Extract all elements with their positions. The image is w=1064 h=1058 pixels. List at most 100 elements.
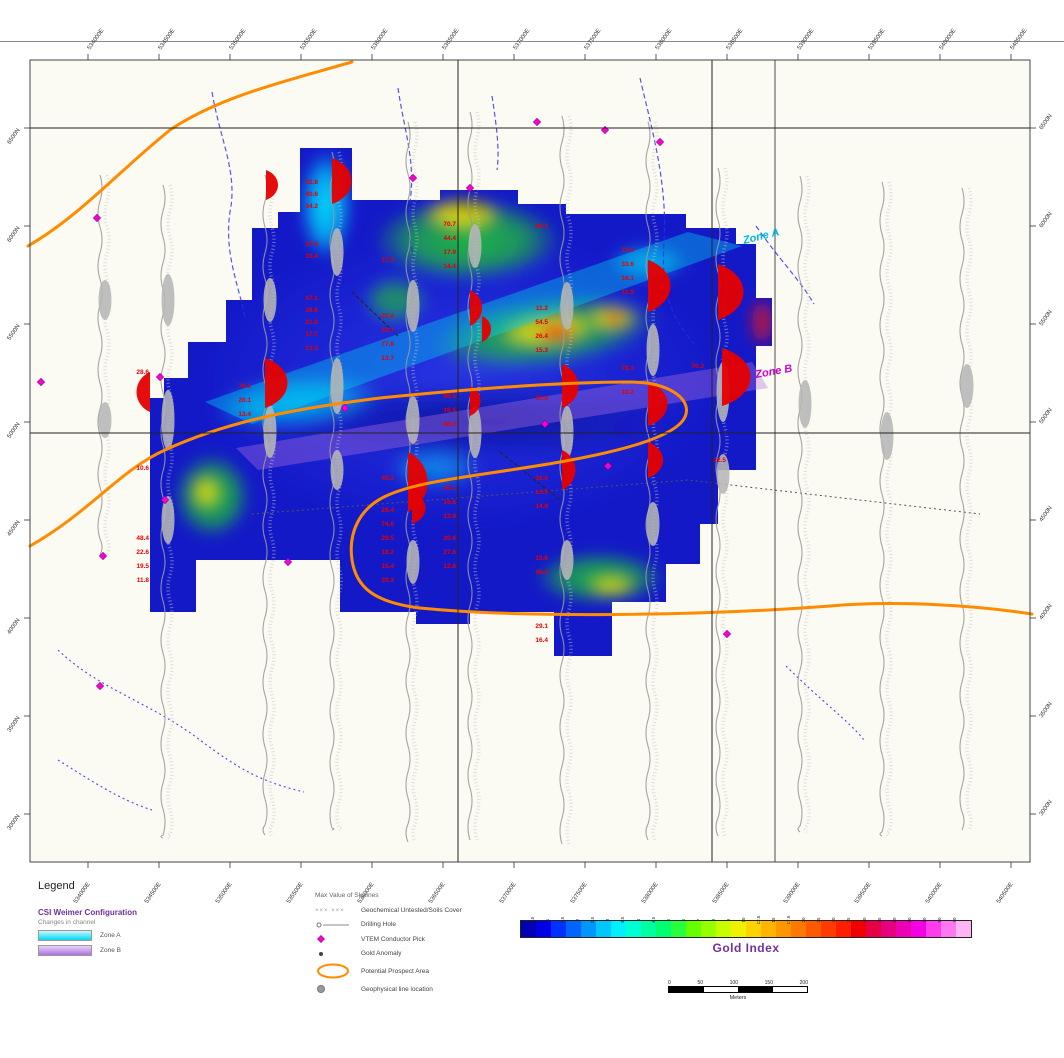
- assay-value-label: 44.4: [443, 235, 456, 242]
- prospect-outline-nw: [26, 60, 354, 248]
- assay-value-label: 20.6: [443, 535, 456, 542]
- survey-profile-peak-gray: [161, 274, 175, 326]
- assay-value-label: 26.8: [305, 307, 318, 314]
- scalebar-number: 100: [729, 980, 738, 986]
- legend-item: Geophysical line location: [315, 983, 545, 995]
- assay-value-label: 16.6: [535, 475, 548, 482]
- assay-value-label: 48.4: [136, 535, 149, 542]
- assay-value-label: 17.7: [305, 331, 318, 338]
- assay-value-label: 20.3: [381, 577, 394, 584]
- assay-value-label: 88.2: [443, 421, 456, 428]
- vtem-conductor-dot: [722, 629, 732, 639]
- vtem-conductor-dot: [540, 419, 550, 429]
- survey-profile-peak-gray: [798, 380, 812, 428]
- assay-value-label: 20.1: [238, 397, 251, 404]
- assay-value-label: 29.5: [381, 535, 394, 542]
- config-section-title: CSI Weimer Configuration: [38, 908, 137, 917]
- legend-items: ××× ××× Geochemical Untested/Soils Cover D…: [315, 905, 545, 995]
- axis-tick-label: 539500E: [868, 28, 887, 51]
- vtem-conductor-dot: [408, 173, 418, 183]
- vtem-conductor-dot: [655, 137, 665, 147]
- assay-value-label: 17.9: [443, 249, 456, 256]
- colorbar-tick-label: 8: [710, 918, 716, 922]
- assay-value-label: 10.6: [136, 465, 149, 472]
- colorbar-segment: [641, 921, 656, 937]
- vtem-conductor-dots: [36, 117, 732, 691]
- colorbar-tick-label: 7: [695, 918, 701, 922]
- vtem-conductor-dot: [340, 403, 350, 413]
- zone-b-swatch: [38, 945, 92, 956]
- colorbar-ticks: 0.5 1 1.5 2 2.5 3 3.5 4 4.5 5 6 7 8 9 10 12.5 15 17.5 20 25…: [520, 908, 972, 925]
- colorbar-tick-label: 30: [831, 917, 837, 923]
- scalebar-ruler: [668, 986, 808, 993]
- grid-lines: [29, 59, 1031, 863]
- survey-profile-peak-gray: [406, 280, 420, 332]
- colorbar-tick-label: 4: [635, 918, 641, 922]
- axis-tick-label: 4000N: [7, 618, 22, 636]
- colorbar-segment: [671, 921, 686, 937]
- axis-tick-label: 537500E: [584, 28, 603, 51]
- assay-value-label: 14.4: [443, 263, 456, 270]
- axis-tick-label: 540000E: [925, 882, 944, 905]
- assay-value-label: 17.5: [381, 257, 394, 264]
- survey-profile-peak-gray: [330, 358, 344, 414]
- assay-value-label: 77.8: [381, 341, 394, 348]
- axis-tick-label: 536500E: [442, 28, 461, 51]
- axis-tick-label: 537000E: [513, 28, 532, 51]
- colorbar: [520, 920, 972, 938]
- axis-tick-label: 6000N: [1039, 211, 1054, 229]
- scalebar-labels: 0 50 100 150 200: [668, 980, 808, 986]
- axis-tick-label: 540500E: [996, 882, 1015, 905]
- assay-value-label: 74.6: [381, 521, 394, 528]
- axis-tick-label: 538500E: [712, 882, 731, 905]
- scalebar-number: 200: [799, 980, 808, 986]
- vtem-conductor-dot: [92, 213, 102, 223]
- axis-tick-label: 5500N: [1039, 309, 1054, 327]
- colorbar-segment: [536, 921, 551, 937]
- gold-symbol: [315, 949, 355, 959]
- map-frame-border: [29, 59, 1031, 863]
- axis-tick-label: 538500E: [726, 28, 745, 51]
- colorbar-segment: [746, 921, 761, 937]
- colorbar-tick-label: 2.5: [590, 916, 596, 924]
- vtem-symbol: [315, 933, 355, 945]
- legend-item-label: Potential Prospect Area: [361, 967, 429, 975]
- assay-value-label: 16.4: [535, 637, 548, 644]
- assay-value-label: 29.1: [535, 623, 548, 630]
- creek-line: [57, 759, 153, 811]
- vtem-conductor-dot: [603, 461, 613, 471]
- assay-value-label: 13.9: [443, 513, 456, 520]
- anomaly-profile-peak-red: [412, 492, 426, 524]
- assay-value-label: 11.2: [536, 305, 549, 312]
- drill-hole-trace: [879, 181, 885, 837]
- anomaly-profile-peak-red: [648, 260, 671, 312]
- assay-value-label: 12.5: [535, 489, 548, 496]
- legend-item-label: Drilling Hole: [361, 921, 397, 928]
- zone-a-swatch-label: Zone A: [100, 932, 121, 939]
- colorbar-segment: [866, 921, 881, 937]
- colorbar-tick-label: 6: [680, 918, 686, 922]
- legend-item: VTEM Conductor Pick: [315, 933, 545, 945]
- colorbar-tick-label: 80: [936, 917, 942, 923]
- assay-value-label: 45.2: [381, 475, 394, 482]
- survey-profile-peak-gray: [646, 502, 660, 546]
- assay-value-label: 13.3: [305, 345, 318, 352]
- traverse-lines: [251, 291, 981, 515]
- assay-value-label: 70.3: [691, 363, 704, 370]
- assay-value-label: 19.5: [136, 563, 149, 570]
- assay-value-labels: 52.8 40.6 34.2 27.9 19.4 47.1 26.8 21.6 17.7 13.3…: [136, 179, 726, 644]
- axis-tick-label: 3000N: [7, 814, 22, 832]
- colorbar-segment: [836, 921, 851, 937]
- colorbar-segment: [566, 921, 581, 937]
- colorbar-segment: [701, 921, 716, 937]
- legend-panel-mid: Max Value of Skylines ××× ××× Geochemical…: [315, 892, 545, 995]
- drill-annotation-texture: [885, 181, 893, 838]
- colorbar-tick-label: 20: [801, 917, 807, 923]
- anomaly-profile-peak-red: [648, 382, 668, 426]
- anomaly-profile-peak-red: [648, 442, 663, 478]
- survey-profile-peak-gray: [468, 406, 482, 458]
- assay-value-label: 15.4: [381, 563, 394, 570]
- survey-profile-peak-gray: [161, 390, 175, 450]
- survey-profile-peak-gray: [560, 540, 574, 580]
- potential-prospect-outlines: [26, 60, 1034, 617]
